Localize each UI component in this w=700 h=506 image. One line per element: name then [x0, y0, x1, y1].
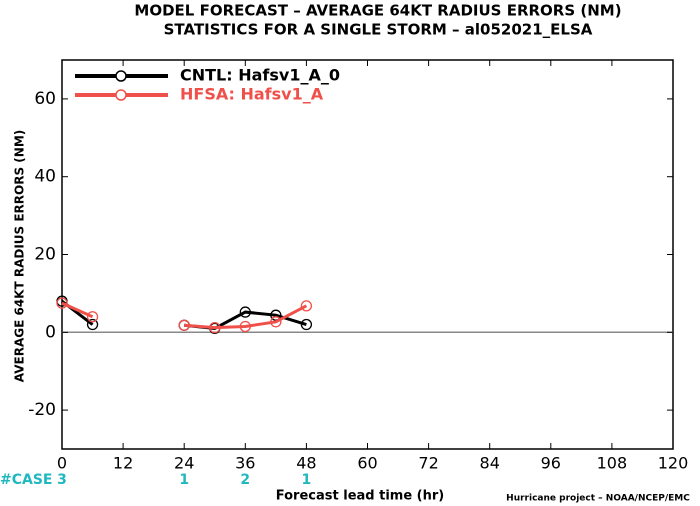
chart-subtitle: STATISTICS FOR A SINGLE STORM – al052021… [164, 21, 593, 39]
case-label: #CASE [0, 472, 53, 488]
x-tick-label: 60 [357, 454, 377, 473]
case-count: 3 [57, 472, 67, 488]
legend-marker [115, 70, 127, 82]
point-marker [86, 318, 99, 331]
point-marker [178, 319, 190, 331]
y-tick-label: 20 [34, 245, 56, 265]
series-line [61, 299, 307, 330]
plot-frame [61, 59, 674, 450]
x-tick-label: 96 [541, 454, 561, 473]
x-axis-label: Forecast lead time (hr) [276, 489, 444, 504]
point-marker [239, 320, 251, 333]
point-marker [300, 300, 313, 312]
x-tick-label: 0 [57, 454, 67, 473]
y-tick-label: 60 [34, 89, 56, 109]
x-tick-label: 24 [174, 454, 194, 473]
footer: Hurricane project – NOAA/NCEP/EMC [506, 494, 690, 504]
point-marker [209, 321, 221, 334]
x-tick-label: 120 [658, 454, 689, 473]
point-marker [270, 316, 282, 328]
legend-marker [115, 89, 127, 101]
y-tick-label: 40 [34, 167, 56, 187]
legend-label: CNTL: Hafsv1_A_0 [180, 66, 340, 85]
x-tick-label: 36 [235, 454, 255, 473]
x-tick-label: 12 [113, 454, 133, 473]
point-marker [239, 306, 251, 318]
x-tick-label: 84 [480, 454, 500, 473]
legend-label: HFSA: Hafsv1_A [180, 85, 324, 104]
y-tick-label: 0 [45, 322, 56, 342]
case-count: 2 [240, 472, 250, 488]
chart-title: MODEL FORECAST – AVERAGE 64KT RADIUS ERR… [134, 2, 621, 20]
x-tick-label: 72 [418, 454, 438, 473]
case-count: 1 [179, 472, 189, 488]
y-axis-label: AVERAGE 64KT RADIUS ERRORS (NM) [13, 130, 27, 382]
x-tick-label: 108 [597, 454, 628, 473]
x-tick-label: 48 [296, 454, 316, 473]
case-count: 1 [302, 472, 312, 488]
point-marker [56, 297, 68, 309]
point-marker [86, 311, 99, 323]
point-marker [300, 318, 313, 331]
y-tick-label: -20 [28, 400, 56, 420]
